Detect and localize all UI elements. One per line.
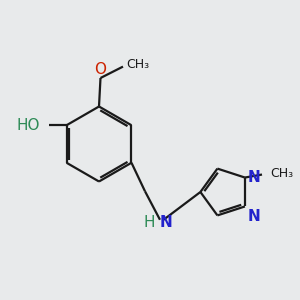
Text: N: N <box>247 209 260 224</box>
Text: HO: HO <box>16 118 40 133</box>
Text: N: N <box>247 170 260 185</box>
Text: N: N <box>160 215 173 230</box>
Text: CH₃: CH₃ <box>127 58 150 71</box>
Text: CH₃: CH₃ <box>270 167 293 179</box>
Text: O: O <box>94 62 106 77</box>
Text: H: H <box>143 215 154 230</box>
